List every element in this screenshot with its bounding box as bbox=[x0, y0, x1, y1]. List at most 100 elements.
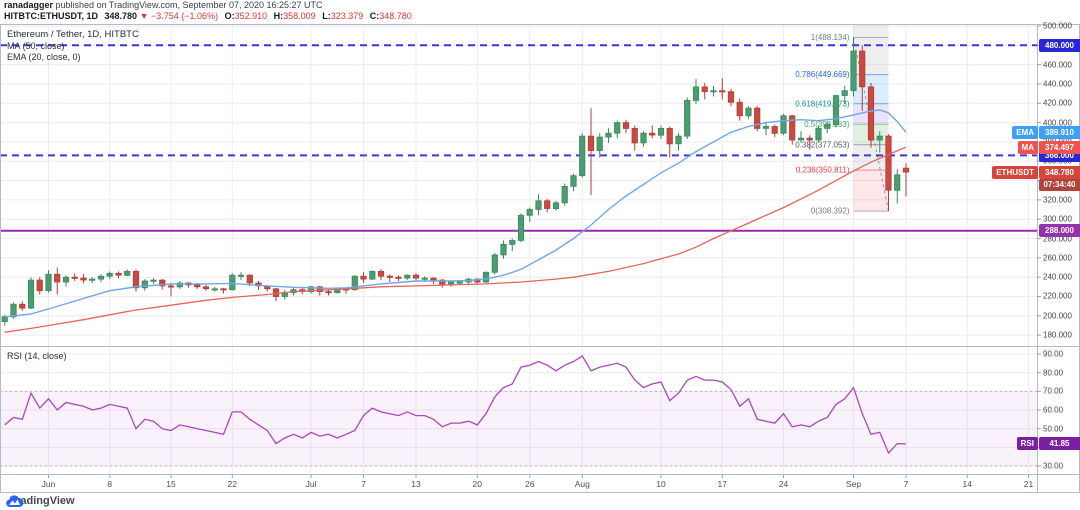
ema-legend: EMA (20, close, 0) bbox=[7, 52, 81, 62]
ma50-line[interactable] bbox=[4, 146, 907, 333]
rsi-pane bbox=[0, 354, 1037, 467]
candle bbox=[894, 174, 901, 191]
time-tick-label: 13 bbox=[411, 479, 421, 489]
badge-value-ema: 389.910 bbox=[1039, 125, 1080, 139]
time-tick-label: Jun bbox=[41, 479, 56, 489]
rsi-line[interactable] bbox=[4, 354, 907, 455]
candle bbox=[316, 286, 323, 292]
price-tick-label: 400.000 bbox=[1043, 118, 1072, 128]
rsi-tick-label: 50.00 bbox=[1043, 424, 1064, 434]
candle bbox=[535, 200, 542, 210]
candle bbox=[386, 275, 393, 278]
candle bbox=[246, 274, 253, 284]
fib-level-label: 0.786(449.669) bbox=[795, 70, 850, 79]
high-value: 358.009 bbox=[283, 11, 316, 21]
tradingview-brand-text: TradingView bbox=[10, 495, 75, 507]
candle bbox=[272, 288, 280, 297]
price-tick-label: 300.000 bbox=[1043, 214, 1072, 224]
candle bbox=[684, 100, 691, 137]
time-tick-label: 7 bbox=[361, 479, 366, 489]
price-tick-label: 220.000 bbox=[1043, 291, 1072, 301]
price-tick-label: 420.000 bbox=[1043, 98, 1072, 108]
time-tick-label: 15 bbox=[166, 479, 176, 489]
candle bbox=[902, 167, 910, 173]
candle bbox=[325, 291, 332, 294]
rsi-tick-label: 30.00 bbox=[1043, 461, 1064, 471]
candle bbox=[159, 279, 166, 287]
time-tick-label: 20 bbox=[472, 479, 482, 489]
candle bbox=[745, 107, 752, 117]
candle-close-countdown: 07:34:40 bbox=[1039, 179, 1080, 192]
candle bbox=[736, 101, 743, 117]
candle bbox=[561, 185, 568, 204]
fib-level-label: 1(488.134) bbox=[811, 33, 850, 42]
fib-level-label: 0.236(350.811) bbox=[796, 166, 850, 175]
rsi-band bbox=[0, 391, 1037, 467]
tradingview-attribution[interactable]: TradingView bbox=[6, 495, 75, 507]
candle bbox=[430, 277, 437, 281]
badge-value-symbol: 348.780 bbox=[1039, 165, 1080, 179]
candle bbox=[45, 273, 52, 292]
candle bbox=[596, 136, 603, 152]
candle bbox=[832, 95, 840, 125]
open-label: O: bbox=[224, 11, 235, 21]
ema20-line[interactable] bbox=[4, 109, 907, 318]
candle bbox=[859, 50, 866, 88]
fib-level-label: 0(308.392) bbox=[811, 207, 850, 216]
price-badge-hline-480[interactable]: 480.000 bbox=[1039, 38, 1080, 52]
author-name: ranadagger bbox=[4, 0, 54, 10]
time-tick-label: Jul bbox=[305, 479, 317, 489]
price-tick-label: 200.000 bbox=[1043, 311, 1072, 321]
candle bbox=[80, 277, 87, 281]
candle bbox=[491, 254, 498, 273]
price-tick-label: 320.000 bbox=[1043, 195, 1072, 205]
candle bbox=[97, 275, 105, 280]
candle bbox=[10, 303, 17, 318]
candle bbox=[1, 316, 8, 322]
candle bbox=[456, 281, 463, 284]
fib-band bbox=[853, 170, 889, 212]
price-tick-label: 240.000 bbox=[1043, 272, 1072, 282]
open-value: 352.910 bbox=[234, 11, 268, 21]
candle bbox=[815, 127, 822, 141]
price-tick-label: 460.000 bbox=[1043, 60, 1072, 70]
candle bbox=[675, 135, 682, 145]
close-label: C: bbox=[369, 11, 380, 21]
candle bbox=[202, 286, 210, 290]
low-label: L: bbox=[322, 11, 331, 21]
time-tick-label: Aug bbox=[574, 479, 590, 489]
candle bbox=[106, 272, 113, 277]
candle bbox=[701, 86, 708, 93]
candle bbox=[482, 271, 490, 283]
candle bbox=[395, 276, 402, 279]
candle bbox=[124, 270, 131, 276]
candle bbox=[509, 240, 516, 245]
candle bbox=[579, 135, 586, 177]
candle bbox=[132, 270, 140, 289]
badge-name-rsi: RSI bbox=[1016, 437, 1038, 451]
candle bbox=[150, 279, 157, 282]
candle bbox=[211, 288, 218, 291]
badge-name-ema: EMA bbox=[1012, 125, 1038, 139]
time-tick-label: 8 bbox=[107, 479, 113, 489]
candle bbox=[526, 209, 533, 216]
candle bbox=[649, 132, 656, 136]
candle bbox=[544, 200, 551, 209]
candle bbox=[824, 124, 831, 129]
candle bbox=[780, 115, 787, 134]
candle bbox=[762, 126, 770, 129]
badge-value-hline-288: 288.000 bbox=[1039, 224, 1080, 238]
candle bbox=[421, 277, 428, 280]
candle bbox=[754, 107, 761, 129]
price-badge-hline-288[interactable]: 288.000 bbox=[1039, 224, 1080, 238]
down-arrow-icon: ▼ bbox=[139, 11, 149, 21]
candle bbox=[806, 137, 813, 141]
candle bbox=[194, 284, 201, 288]
rsi-tick-label: 60.00 bbox=[1043, 405, 1064, 415]
candle bbox=[657, 127, 665, 136]
candle bbox=[71, 276, 78, 279]
candle bbox=[229, 274, 236, 291]
candle bbox=[404, 274, 411, 279]
